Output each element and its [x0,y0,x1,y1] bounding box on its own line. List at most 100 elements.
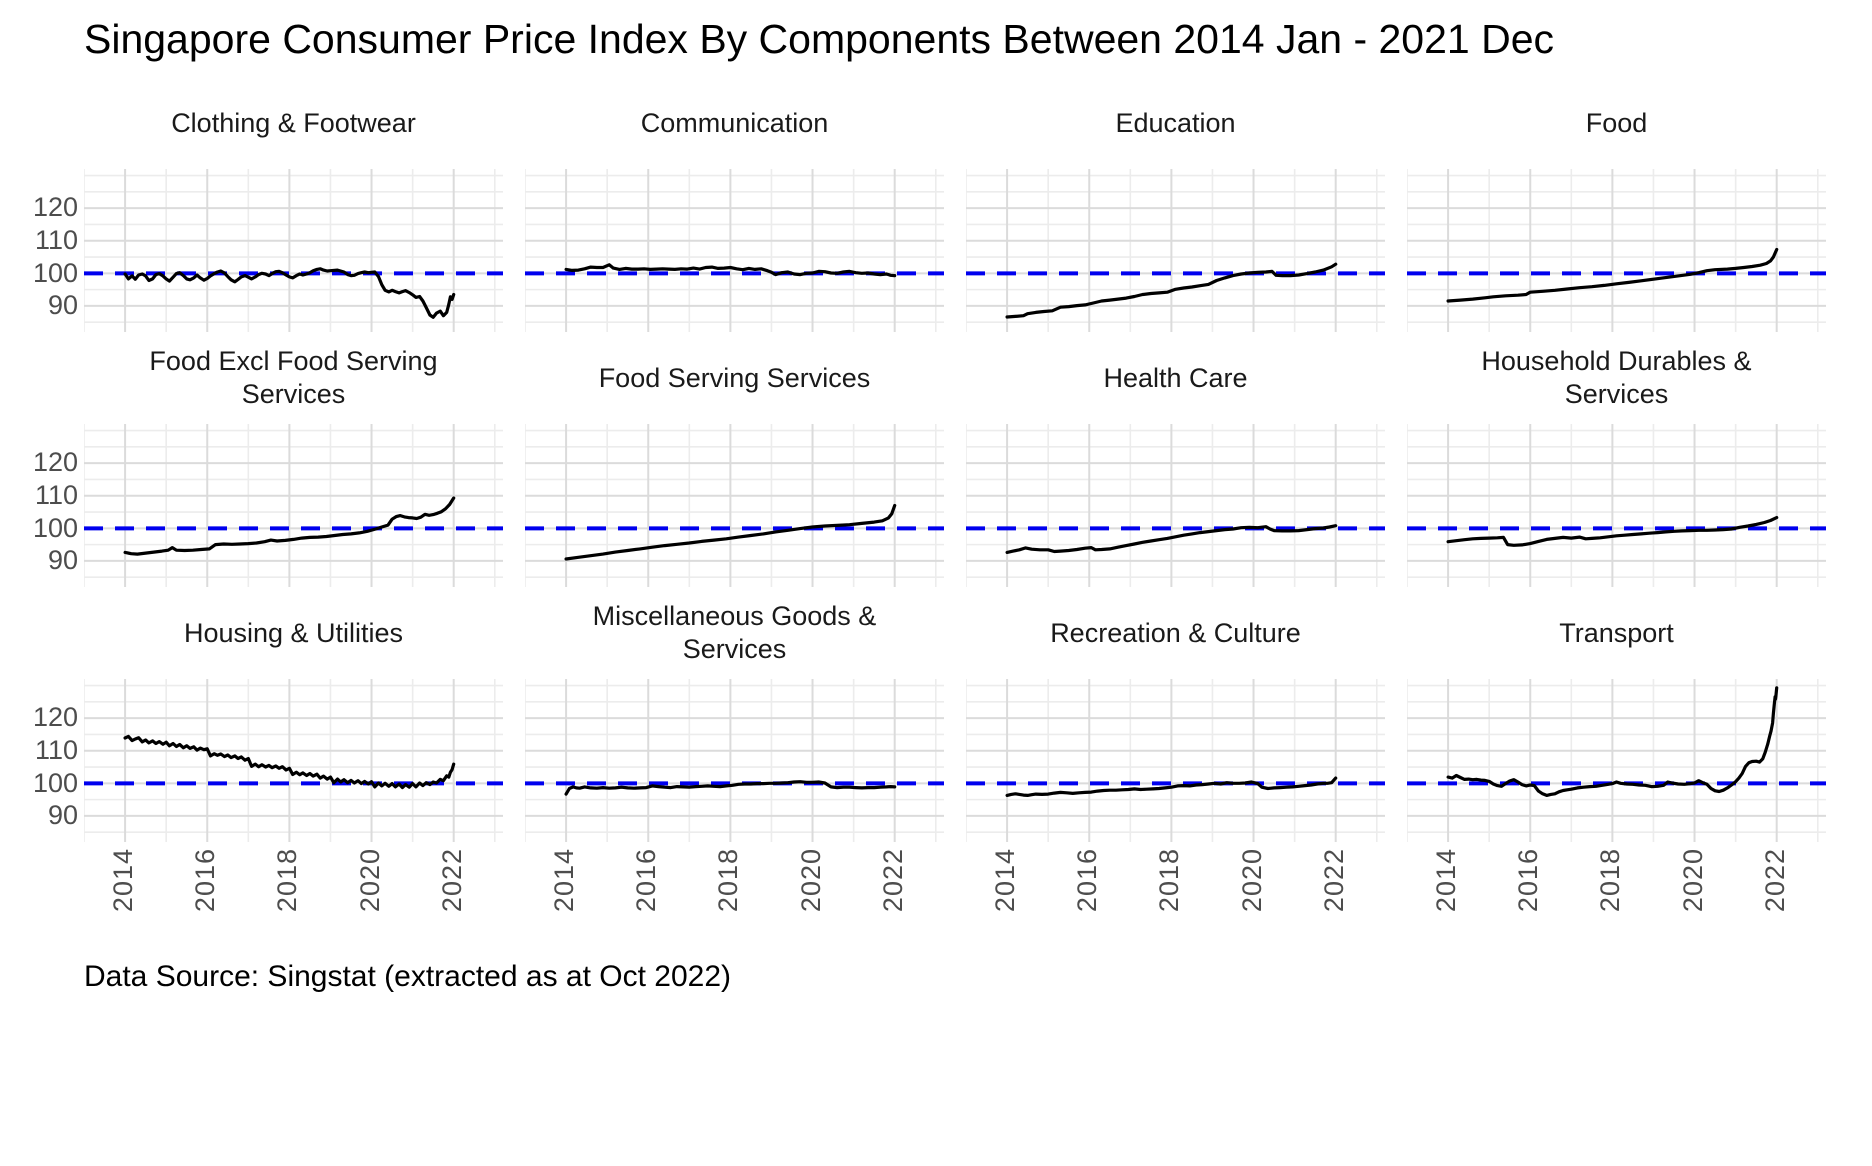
facet-panel-recreation-culture [966,679,1385,843]
grid-minor-lines [1407,169,1826,333]
facet-cell [1407,679,1826,843]
y-axis-tick-label: 90 [47,800,78,831]
x-axis-tick-label: 2018 [1154,848,1185,913]
x-axis: 2014 2016 2018 2020 2022 [525,842,944,950]
facet-title-miscellaneous-goods-services: Miscellaneous Goods & Services [592,601,877,665]
facet-title-food-serving-services: Food Serving Services [598,362,871,393]
facet-panel-row: 90 100 110 120 [20,424,1872,588]
facet-cell: Recreation & Culture [966,587,1385,679]
grid-minor-lines [966,424,1385,588]
facet-title-health-care: Health Care [1103,362,1248,393]
facet-title-communication: Communication [640,107,829,138]
x-axis: 2014 2016 2018 2020 2022 [1407,842,1826,950]
facet-panel-row: 90 100 110 120 [20,169,1872,333]
grid-major-lines [525,424,944,588]
facet-title-row: Food Excl Food Serving Services Food Serv… [20,332,1872,424]
x-axis-tick-label: 2020 [795,848,826,913]
facet-grid: Clothing & Footwear Communication Educatio… [20,77,1872,950]
x-axis-tick-label: 2016 [1513,848,1544,913]
grid-minor-lines [1407,679,1826,843]
facet-cell: Household Durables & Services [1407,332,1826,424]
x-axis-tick-label: 2022 [1318,848,1349,913]
y-axis-tick-label: 90 [47,545,78,576]
cpi-line-food-serving-services [564,504,897,561]
cpi-line-health-care [1005,524,1338,555]
data-source-caption: Data Source: Singstat (extracted as at O… [84,960,731,994]
x-axis: 2014 2016 2018 2020 2022 [84,842,503,950]
facet-panel-miscellaneous-goods-services [525,679,944,843]
facet-cell: Communication [525,77,944,169]
facet-cell: Housing & Utilities [84,587,503,679]
facet-panel-communication [525,169,944,333]
x-axis-tick-label: 2020 [1677,848,1708,913]
cpi-line-education [1005,262,1338,319]
x-axis-tick-label: 2018 [272,848,303,913]
y-axis-tick-label: 120 [32,702,78,733]
grid-minor-lines [84,424,503,588]
cpi-line-communication [564,263,897,278]
x-axis-tick-label: 2016 [631,848,662,913]
x-axis: 2014 2016 2018 2020 2022 [966,842,1385,950]
facet-panel-education [966,169,1385,333]
facet-cell [525,424,944,588]
facet-title-household-durables-services: Household Durables & Services [1481,346,1752,410]
grid-major-lines [525,169,944,333]
facet-cell: Food Serving Services [525,332,944,424]
x-axis-tick-label: 2022 [877,848,908,913]
facet-panel-housing-utilities [84,679,503,843]
facet-title-food-excl-food-serving-services: Food Excl Food Serving Services [149,346,438,410]
x-axis-tick-label: 2020 [354,848,385,913]
facet-cell [525,169,944,333]
facet-cell [966,679,1385,843]
y-axis-tick-label: 110 [34,734,78,765]
x-axis-tick-label: 2016 [1072,848,1103,913]
facet-panel-food-serving-services [525,424,944,588]
grid-minor-lines [525,169,944,333]
y-axis: 90 100 110 120 [20,169,84,332]
x-axis-tick-label: 2022 [1759,848,1790,913]
cpi-line-food [1446,248,1779,303]
y-axis-tick-label: 100 [32,257,78,288]
y-axis-tick-label: 90 [47,290,78,321]
grid-minor-lines [966,169,1385,333]
facet-title-transport: Transport [1559,617,1674,648]
cpi-line-transport [1446,686,1779,798]
facet-panel-clothing-footwear [84,169,503,333]
cpi-line-household-durables-services [1446,516,1779,548]
x-axis-tick-label: 2014 [108,848,139,913]
grid-minor-lines [84,679,503,843]
facet-cell [1407,424,1826,588]
x-axis-tick-label: 2014 [549,848,580,913]
facet-cell [84,169,503,333]
y-axis-tick-label: 100 [32,512,78,543]
facet-cell: Miscellaneous Goods & Services [525,587,944,679]
facet-panel-row: 90 100 110 120 [20,679,1872,843]
grid-major-lines [966,424,1385,588]
cpi-line-recreation-culture [1005,776,1338,798]
facet-cell: Health Care [966,332,1385,424]
x-axis-tick-label: 2022 [436,848,467,913]
y-axis: 90 100 110 120 [20,424,84,587]
grid-minor-lines [1407,424,1826,588]
facet-title-row: Clothing & Footwear Communication Educatio… [20,77,1872,169]
grid-major-lines [525,679,944,843]
grid-major-lines [84,679,503,843]
y-axis-tick-label: 120 [32,192,78,223]
y-axis-tick-label: 110 [34,479,78,510]
cpi-line-miscellaneous-goods-services [564,780,897,796]
grid-major-lines [966,169,1385,333]
facet-cell: 2014 2016 2018 2020 2022 [1407,842,1826,950]
facet-title-food: Food [1585,107,1648,138]
facet-cell [966,169,1385,333]
facet-cell: 2014 2016 2018 2020 2022 [966,842,1385,950]
x-axis-tick-label: 2020 [1236,848,1267,913]
facet-panel-transport [1407,679,1826,843]
facet-title-clothing-footwear: Clothing & Footwear [171,107,416,138]
cpi-line-food-excl-food-serving-services [123,496,456,556]
x-axis-tick-label: 2018 [1595,848,1626,913]
y-axis-tick-label: 100 [32,767,78,798]
cpi-line-housing-utilities [123,735,456,790]
facet-cell: Food [1407,77,1826,169]
facet-cell [84,424,503,588]
x-axis-tick-label: 2018 [713,848,744,913]
